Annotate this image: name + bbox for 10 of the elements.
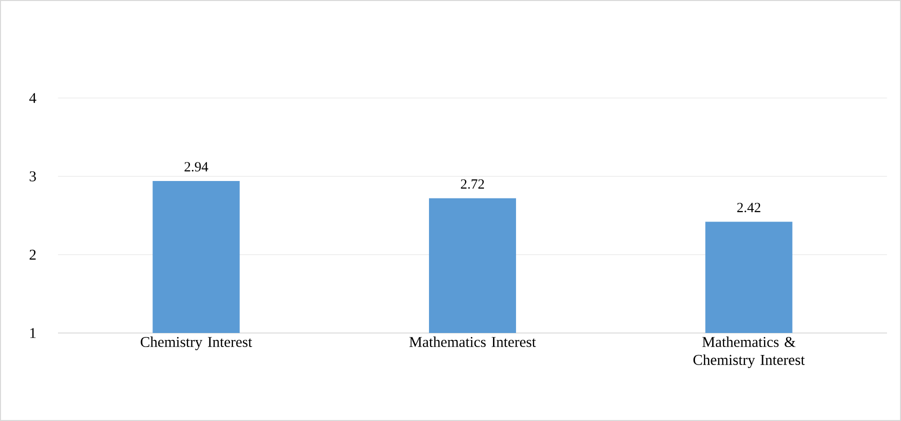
x-tick-label: Mathematics & Chemistry Interest bbox=[693, 336, 805, 368]
data-label: 2.42 bbox=[737, 202, 760, 212]
y-tick-label: 3 bbox=[30, 171, 36, 182]
x-tick-label: Chemistry Interest bbox=[140, 336, 252, 350]
y-tick-label: 4 bbox=[29, 93, 36, 103]
y-tick-label: 1 bbox=[30, 328, 36, 338]
data-label: 2.72 bbox=[460, 179, 484, 189]
y-tick-label: 2 bbox=[30, 250, 36, 260]
data-label: 2.94 bbox=[184, 162, 208, 172]
x-tick-label: Mathematics Interest bbox=[409, 336, 536, 348]
